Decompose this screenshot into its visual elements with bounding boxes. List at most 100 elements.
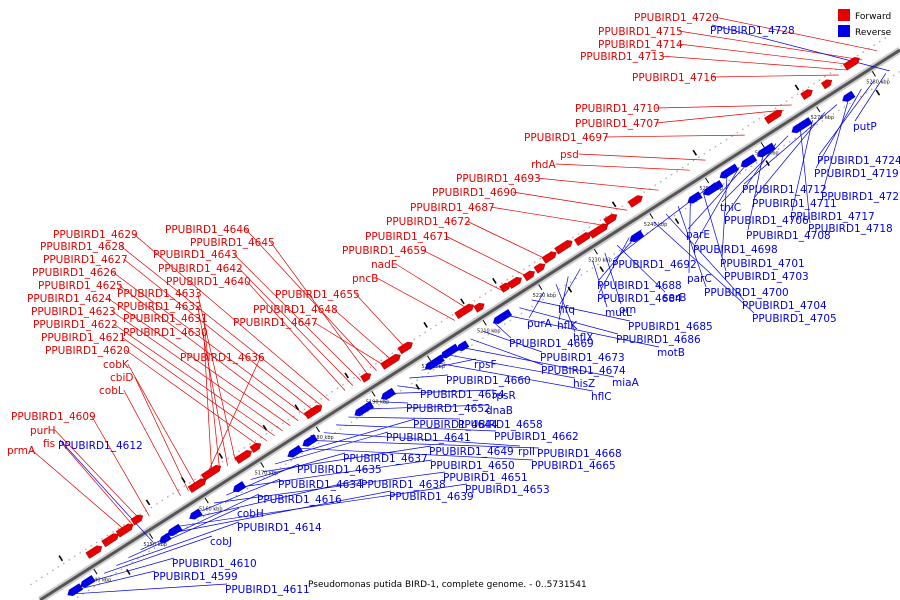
forward-leader	[107, 297, 291, 426]
forward-gene	[200, 465, 222, 481]
forward-leader	[422, 249, 502, 291]
forward-gene	[764, 109, 783, 125]
tick-label: 5270 kbp	[811, 115, 835, 121]
reverse-gene-label: PPUBIRD1_4662	[494, 431, 579, 443]
forward-leader	[91, 415, 150, 517]
reverse-gene-label: motB	[657, 347, 685, 359]
tick-label: 5230 kbp	[588, 257, 612, 263]
genome-backbone	[38, 47, 900, 600]
reverse-gene-label: rplI	[518, 446, 535, 458]
feature-mark	[58, 555, 64, 562]
reverse-gene-label: PPUBIRD1_4724	[817, 155, 900, 167]
reverse-gene-label: PPUBIRD1_4692	[612, 259, 697, 271]
reverse-gene-label: PPUBIRD1_4650	[430, 460, 515, 472]
forward-gene	[397, 341, 413, 355]
reverse-leader	[348, 416, 461, 420]
forward-gene-label: PPUBIRD1_4640	[166, 276, 251, 288]
forward-gene-label: PPUBIRD1_4631	[123, 313, 208, 325]
reverse-leader	[128, 507, 240, 558]
forward-gene	[499, 282, 511, 293]
reverse-gene-label: PPUBIRD1_4653	[465, 484, 550, 496]
reverse-gene-label: PPUBIRD1_4644	[413, 419, 498, 431]
forward-gene-label: cbiD	[110, 372, 133, 384]
reverse-gene-label: PPUBIRD1_4698	[693, 244, 778, 256]
forward-gene-label: PPUBIRD1_4710	[575, 103, 660, 115]
forward-leader	[512, 191, 628, 211]
forward-gene-label: PPUBIRD1_4623	[31, 306, 116, 318]
forward-gene-label: PPUBIRD1_4697	[524, 132, 609, 144]
forward-leader	[466, 220, 549, 261]
forward-gene	[573, 232, 592, 246]
reverse-gene-label: PPUBIRD1_4706	[724, 215, 809, 227]
forward-leader	[123, 389, 181, 497]
reverse-gene-label: PPUBIRD1_4684	[597, 293, 682, 305]
reverse-gene-label: PPUBIRD1_4654	[420, 389, 505, 401]
feature-mark	[294, 404, 300, 411]
reverse-gene-label: PPUBIRD1_4718	[808, 223, 893, 235]
forward-leader	[121, 336, 267, 442]
forward-gene	[454, 303, 474, 320]
reverse-leader	[799, 127, 811, 224]
forward-leader	[655, 109, 784, 124]
reverse-leader	[598, 237, 630, 294]
forward-gene-label: PPUBIRD1_4642	[158, 263, 243, 275]
forward-leader	[313, 321, 385, 366]
forward-leader	[678, 43, 855, 66]
forward-gene-label: fis	[43, 438, 55, 450]
forward-gene	[234, 450, 252, 464]
forward-leader	[125, 349, 260, 447]
forward-gene-label: purH	[30, 425, 56, 437]
reverse-leader	[59, 439, 154, 543]
reverse-leader	[213, 471, 446, 504]
reverse-leader	[311, 440, 540, 449]
reverse-gene-label: PPUBIRD1_4719	[814, 168, 899, 180]
reverse-leader	[616, 244, 666, 293]
forward-gene-label: PPUBIRD1_4620	[45, 345, 130, 357]
reverse-gene-label: PPUBIRD1_4612	[58, 440, 143, 452]
reverse-leader	[116, 521, 240, 566]
forward-leader	[111, 310, 283, 432]
forward-gene-label: pncB	[352, 273, 378, 285]
reverse-leader	[323, 432, 521, 447]
reverse-gene-label: putP	[853, 121, 877, 133]
tick-mark	[538, 284, 543, 290]
reverse-gene-label: hisZ	[573, 378, 595, 390]
reverse-gene-label: PPUBIRD1_4665	[531, 460, 616, 472]
reverse-leader	[791, 120, 813, 212]
reverse-gene-label: PPUBIRD1_4652	[406, 403, 491, 415]
legend-forward-swatch	[838, 9, 850, 21]
forward-gene	[380, 353, 401, 370]
reverse-gene-label: PPUBIRD1_4700	[704, 287, 789, 299]
feature-mark	[181, 476, 186, 483]
forward-leader	[203, 331, 213, 476]
forward-leader	[660, 55, 847, 71]
backbone-line	[39, 48, 900, 600]
forward-leader	[376, 277, 455, 321]
reverse-gene-label: PPUBIRD1_4686	[616, 334, 701, 346]
feature-mark	[765, 160, 770, 167]
reverse-gene	[354, 401, 374, 417]
reverse-gene-label: hfq	[558, 304, 575, 316]
reverse-leader	[711, 24, 890, 72]
forward-gene-label: cobL	[99, 385, 124, 397]
reverse-leader	[482, 330, 543, 353]
reverse-gene	[842, 90, 856, 102]
tick-label: 5150 kbp	[143, 542, 167, 548]
forward-gene-label: PPUBIRD1_4629	[53, 229, 138, 241]
feature-mark	[262, 424, 268, 431]
tick-mark	[260, 462, 265, 468]
reverse-gene	[302, 434, 318, 447]
feature-mark	[692, 149, 698, 156]
forward-gene-label: PPUBIRD1_4672	[386, 216, 471, 228]
reverse-leader	[528, 291, 545, 319]
reverse-gene-label: PPUBIRD1_4712	[742, 184, 827, 196]
forward-leader	[233, 253, 362, 381]
forward-gene-label: cobK	[103, 359, 130, 371]
reverse-leader	[747, 151, 765, 231]
tick-mark	[871, 71, 876, 77]
forward-leader	[31, 449, 126, 532]
tick-mark	[593, 248, 598, 255]
forward-gene-label: PPUBIRD1_4609	[11, 411, 96, 423]
feature-mark	[145, 499, 151, 506]
